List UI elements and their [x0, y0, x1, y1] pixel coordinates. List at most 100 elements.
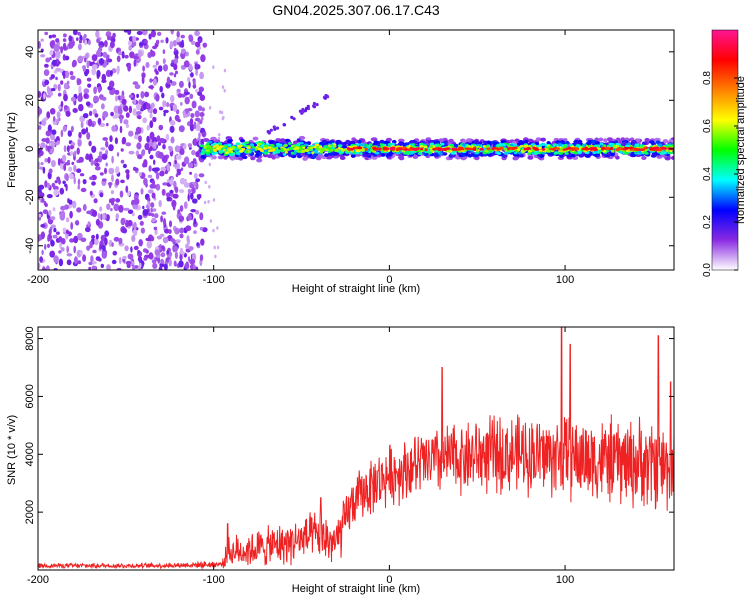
spectrogram-cell [140, 188, 144, 195]
spectrogram-cell [334, 149, 338, 152]
spectrogram-cell [133, 55, 139, 60]
spectrogram-cell [533, 151, 539, 155]
spectrogram-cell [434, 140, 441, 145]
spectrogram-cell [121, 136, 127, 145]
spectrogram-x-label: Height of straight line (km) [292, 283, 420, 295]
spectrogram-cell [193, 230, 197, 235]
spectrogram-cell [44, 243, 47, 250]
spectrogram-cell [52, 207, 56, 212]
spectrogram-cell [86, 68, 90, 75]
spectrogram-cell [512, 156, 519, 161]
spectrogram-cell [449, 143, 454, 147]
spectrogram-cell [275, 146, 279, 150]
spectrogram-cell [462, 143, 466, 147]
spectrogram-cell [62, 125, 68, 132]
spectrogram-cell [207, 199, 210, 204]
spectrogram-cell [155, 93, 160, 102]
spectrogram-cell [80, 121, 84, 129]
spectrogram-cell [48, 168, 53, 174]
spectrogram-cell [40, 223, 46, 228]
spectrogram-cell [144, 91, 150, 98]
spectrogram-x-ticks: -200 -100 0 100 [27, 30, 574, 286]
spectrogram-cell [208, 184, 211, 189]
spectrogram-cell [136, 111, 142, 115]
spectrogram-cell [174, 145, 181, 153]
spectrogram-cell [610, 147, 614, 150]
spectrogram-cell [137, 154, 143, 160]
spectrogram-cell [153, 226, 158, 231]
spectrogram-cell [160, 258, 165, 265]
spectrogram-cell [161, 188, 166, 196]
spectrogram-cell [149, 146, 153, 152]
spectrogram-cell [53, 189, 60, 196]
spectrogram-cell [91, 54, 98, 62]
spectrogram-cell [283, 144, 288, 147]
spectrogram-cell [611, 149, 615, 153]
snr-series-line [38, 327, 674, 570]
spectrogram-cell [148, 252, 154, 260]
spectrogram-cell [303, 109, 307, 113]
spectrogram-cell [175, 37, 181, 43]
spectrogram-cell [151, 213, 155, 217]
spectrogram-cell [111, 155, 114, 164]
spectrogram-cell [125, 112, 130, 118]
spectrogram-cell [132, 167, 139, 171]
spectrogram-cell [83, 88, 90, 94]
spectrogram-cell [199, 212, 204, 221]
spectrogram-cell [280, 147, 284, 151]
spectrogram-cell [324, 94, 328, 98]
spectrogram-cell [49, 49, 54, 56]
spectrogram-cell [40, 231, 46, 240]
spectrogram-cell [370, 137, 378, 142]
spectrogram-cell [99, 123, 106, 127]
spectrogram-cell [246, 146, 251, 149]
spectrogram-cell [595, 141, 600, 145]
spectrogram-cell [144, 143, 150, 151]
spectrogram-cell [143, 40, 148, 44]
colorbar: 0.0 0.2 0.4 0.6 0.8 Normalized spectral ampl… [702, 29, 747, 277]
spectrogram-cell [139, 262, 142, 268]
spectrogram-cell [505, 151, 509, 155]
spectrogram-cell [138, 42, 144, 47]
spectrogram-cell [361, 148, 366, 152]
spectrogram-cell [124, 245, 129, 252]
chart-title: GN04.2025.307.06.17.C43 [272, 2, 440, 18]
spectrogram-cell [108, 167, 115, 175]
spectrogram-cell [72, 200, 77, 209]
spectrogram-cell [47, 235, 50, 242]
spectrogram-cell [78, 85, 82, 94]
spectrogram-cell [244, 150, 249, 153]
spectrogram-cell [252, 136, 259, 141]
spectrogram-cell [99, 206, 103, 212]
spectrogram-cell [77, 260, 82, 265]
spectrogram-cell [290, 151, 295, 155]
spectrogram-cell [491, 147, 495, 151]
spectrogram-cell [118, 204, 124, 213]
spectrogram-cell [77, 31, 81, 36]
spectrogram-cell [439, 148, 445, 151]
spectrogram-cell [57, 158, 61, 166]
spectrogram-cell [51, 182, 56, 188]
spectrogram-cell [475, 148, 479, 151]
spectrogram-cell [89, 176, 94, 180]
spectrogram-cell [191, 100, 197, 109]
spectrogram-cell [102, 137, 108, 141]
spectrogram-cell [170, 238, 176, 243]
spectrogram-cell [104, 237, 108, 246]
spectrogram-cell [83, 93, 88, 99]
spectrogram-cell [417, 152, 423, 155]
spectrogram-cell [168, 229, 172, 234]
spectrogram-cell [534, 148, 539, 151]
spectrogram-cell [194, 137, 197, 146]
spectrogram-cell [187, 162, 194, 169]
spectrogram-cell [91, 234, 96, 240]
spectrogram-cell [194, 160, 197, 165]
spectrogram-cell [315, 103, 319, 107]
spectrogram-cell [77, 178, 81, 186]
spectrogram-cell [194, 30, 201, 37]
spectrogram-cell [101, 153, 108, 160]
spectrogram-cell [97, 117, 102, 125]
spectrogram-cell [60, 247, 65, 252]
spectrogram-cell [541, 148, 546, 151]
spectrogram-cell [179, 148, 185, 155]
